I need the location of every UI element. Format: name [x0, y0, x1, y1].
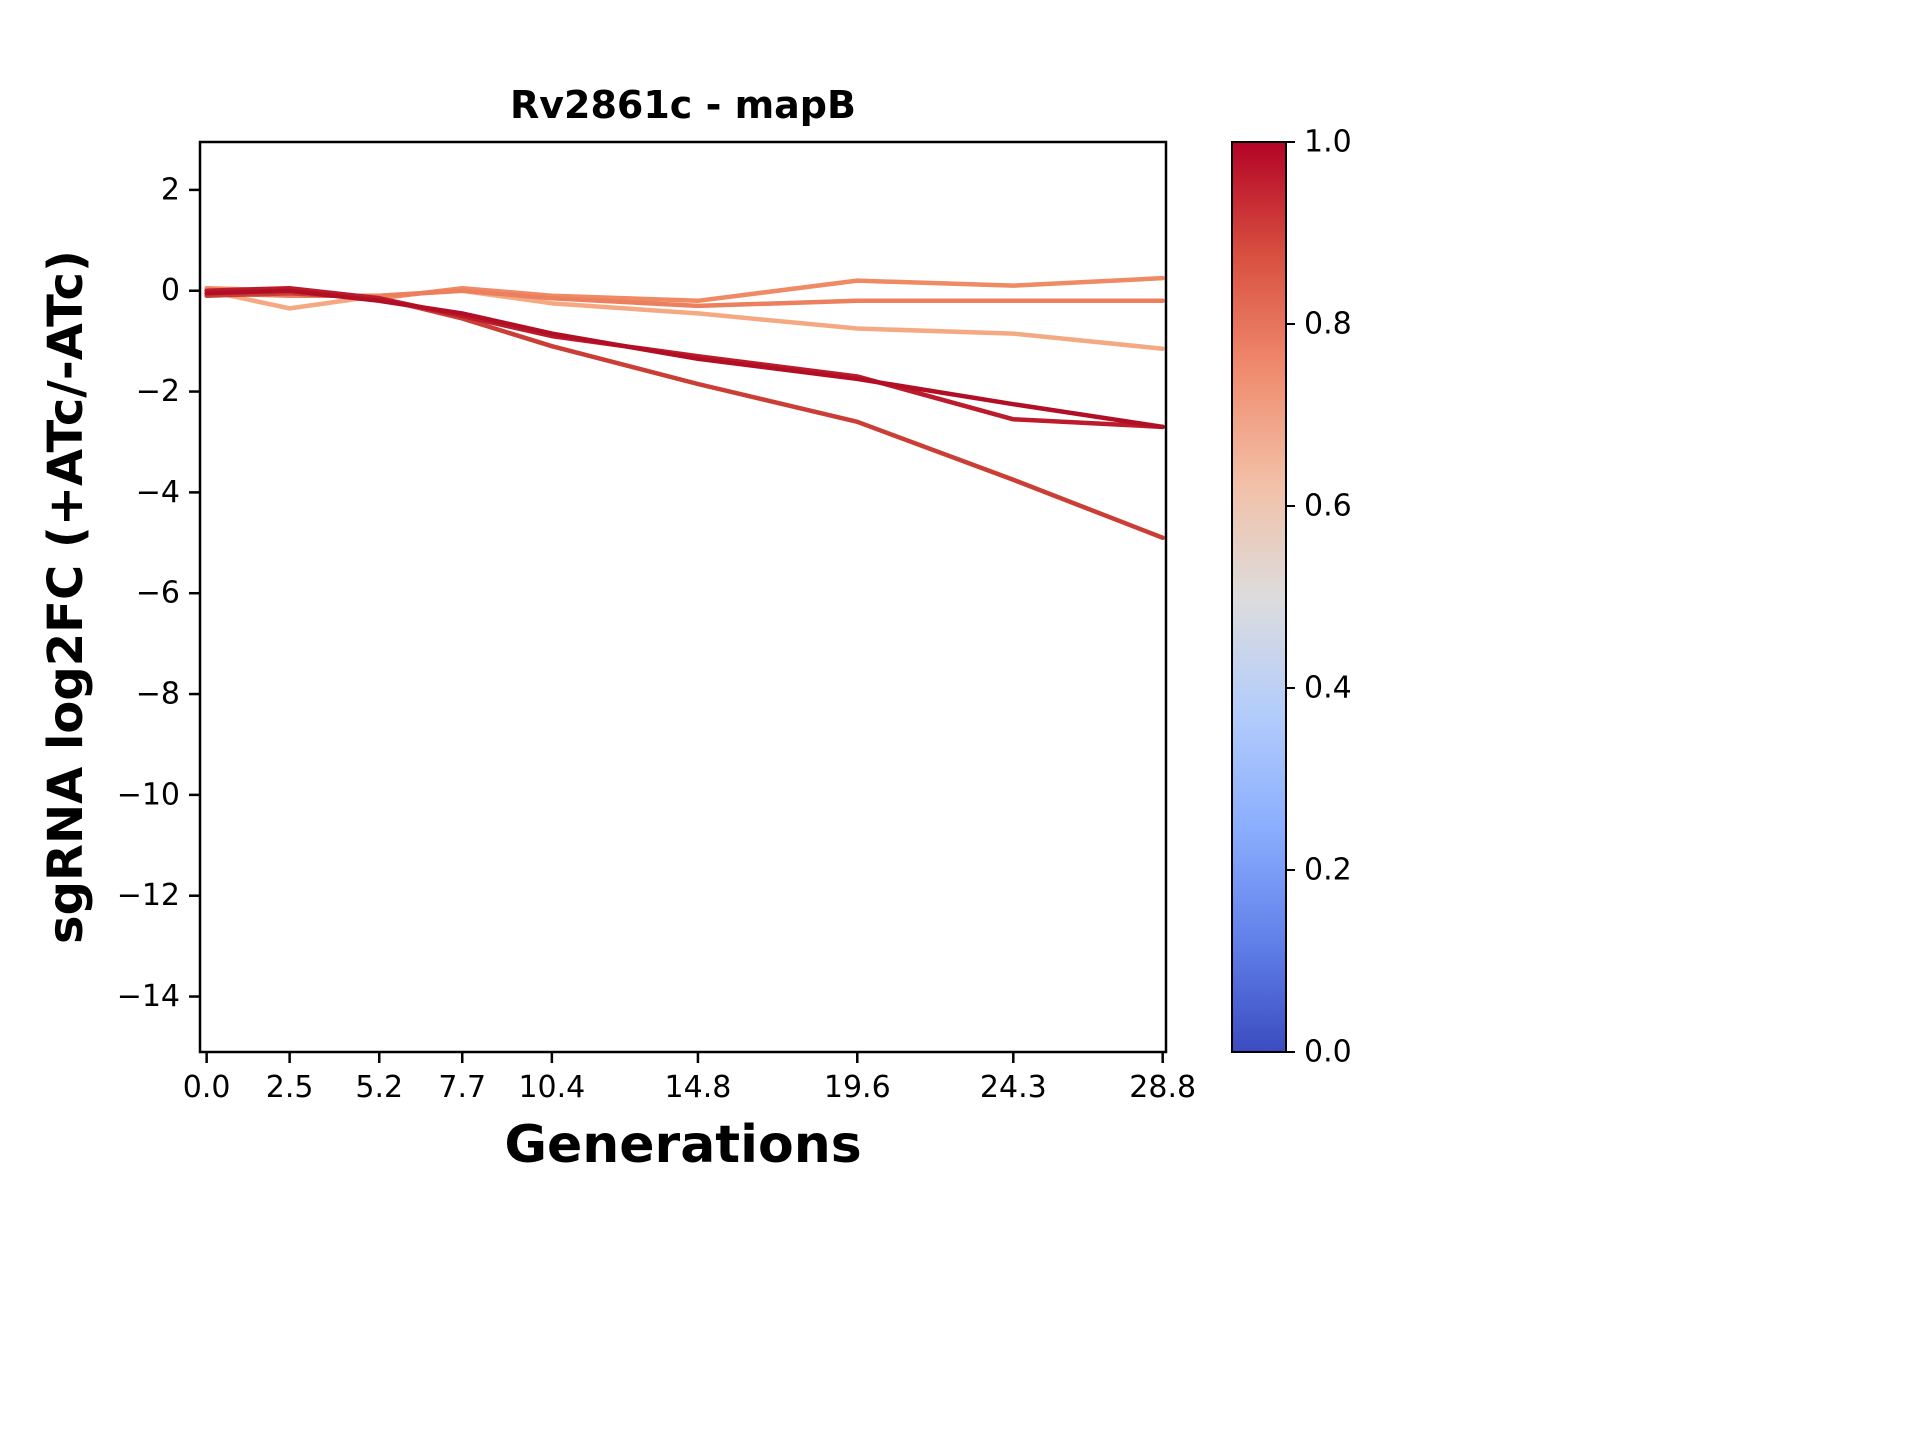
x-tick-label: 0.0 [183, 1070, 231, 1105]
x-tick-label: 5.2 [355, 1070, 403, 1105]
y-tick-label: −10 [117, 777, 180, 812]
x-axis-label: Generations [504, 1115, 861, 1175]
x-tick-label: 14.8 [665, 1070, 732, 1105]
plot-line [204, 288, 1165, 351]
colorbar-tick-label: 0.0 [1304, 1035, 1352, 1070]
colorbar-tick-label: 0.6 [1304, 489, 1352, 524]
colorbar-border [1231, 141, 1287, 1053]
x-tick-label: 7.7 [438, 1070, 486, 1105]
x-tick-label: 10.4 [518, 1070, 585, 1105]
y-tick-label: −8 [136, 677, 180, 712]
x-tick-label: 24.3 [980, 1070, 1047, 1105]
colorbar [1232, 142, 1286, 1052]
plot-line [204, 288, 1165, 430]
y-tick-label: −6 [136, 576, 180, 611]
colorbar-tick-label: 0.2 [1304, 853, 1352, 888]
plot-border [198, 140, 1168, 1054]
y-axis-label: sgRNA log2FC (+ATc/-ATc) [38, 250, 94, 944]
y-tick-label: 2 [161, 172, 180, 207]
colorbar-tick-label: 1.0 [1304, 125, 1352, 160]
x-tick-label: 28.8 [1129, 1070, 1196, 1105]
plot-line [204, 290, 1165, 541]
y-tick-label: −12 [117, 878, 180, 913]
colorbar-tick-label: 0.4 [1304, 671, 1352, 706]
x-tick-label: 19.6 [824, 1070, 891, 1105]
x-tick-label: 2.5 [266, 1070, 314, 1105]
chart-title: Rv2861c - mapB [510, 83, 856, 127]
y-tick-label: 0 [161, 273, 180, 308]
y-tick-label: −4 [136, 475, 180, 510]
y-tick-label: −14 [117, 979, 180, 1014]
colorbar-tick-label: 0.8 [1304, 307, 1352, 342]
chart-dynamic-layer: 0.0 2.5 5.2 7.7 10.4 14.8 19.6 24.3 28.8 2 0 −2 −4 −6… [117, 125, 1352, 1106]
y-tick-label: −2 [136, 374, 180, 409]
plot-line [204, 285, 1165, 430]
